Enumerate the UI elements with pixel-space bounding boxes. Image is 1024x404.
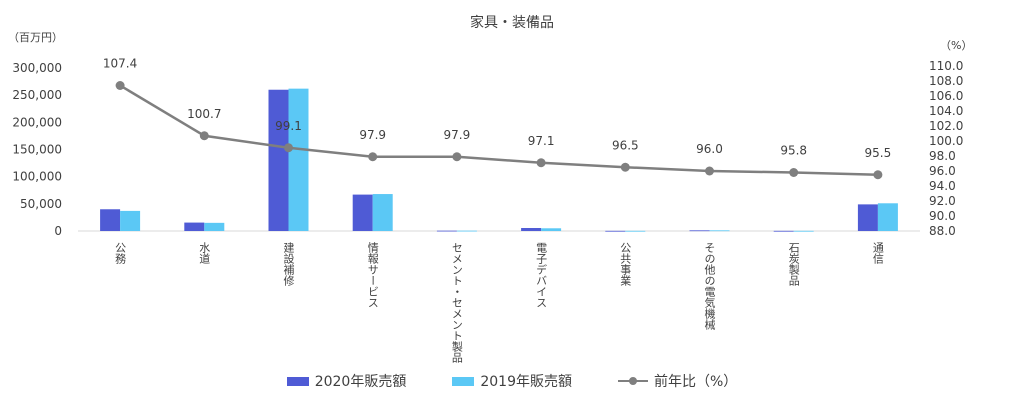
left-tick-label: 250,000 bbox=[12, 88, 62, 102]
bar-2019 bbox=[288, 88, 309, 231]
chart-title: 家具・装備品 bbox=[470, 14, 554, 31]
ratio-line bbox=[119, 84, 878, 176]
bar-2019 bbox=[456, 230, 477, 232]
bar-2020 bbox=[857, 204, 878, 231]
left-tick-label: 150,000 bbox=[12, 143, 62, 157]
ratio-point bbox=[452, 152, 462, 162]
ratio-data-label: 100.7 bbox=[187, 107, 221, 121]
legend-swatch-2019 bbox=[452, 376, 475, 386]
left-tick-label: 0 bbox=[54, 224, 62, 238]
ratio-point bbox=[705, 166, 714, 176]
left-tick-label: 50,000 bbox=[20, 197, 62, 211]
bar-2020 bbox=[521, 228, 542, 231]
ratio-point bbox=[368, 152, 378, 162]
legend-label-2019: 2019年販売額 bbox=[480, 374, 572, 390]
ratio-data-label: 97.9 bbox=[359, 128, 386, 142]
left-tick-label: 100,000 bbox=[12, 170, 62, 184]
category-label: 公務 bbox=[114, 242, 127, 265]
right-axis-unit: （%） bbox=[940, 39, 972, 52]
ratio-point bbox=[115, 81, 125, 90]
ratio-point bbox=[199, 131, 209, 141]
legend-label-ratio: 前年比（%） bbox=[653, 374, 738, 390]
right-tick-label: 108.0 bbox=[929, 74, 963, 88]
legend-item-2019: 2019年販売額 bbox=[452, 371, 572, 391]
right-tick-label: 88.0 bbox=[929, 224, 956, 238]
ratio-data-label: 96.5 bbox=[612, 138, 639, 152]
bar-2020 bbox=[605, 230, 626, 232]
legend: 2020年販売額 2019年販売額 前年比（%） bbox=[0, 371, 1024, 391]
ratio-point bbox=[873, 170, 883, 180]
ratio-data-label: 99.1 bbox=[275, 119, 302, 133]
legend-item-2020: 2020年販売額 bbox=[286, 371, 407, 391]
ratio-point bbox=[789, 168, 799, 177]
bar-2019 bbox=[625, 230, 646, 232]
bar-2019 bbox=[204, 222, 225, 231]
bar-2020 bbox=[100, 209, 121, 231]
right-tick-label: 110.0 bbox=[929, 59, 963, 73]
ratio-data-label: 97.9 bbox=[444, 128, 471, 142]
bar-2020 bbox=[352, 194, 373, 231]
right-tick-label: 104.0 bbox=[929, 104, 963, 118]
right-tick-label: 98.0 bbox=[929, 149, 956, 163]
legend-label-2020: 2020年販売額 bbox=[314, 374, 407, 390]
legend-item-ratio: 前年比（%） bbox=[617, 371, 738, 391]
bar-2019 bbox=[120, 210, 141, 231]
ratio-point bbox=[284, 143, 293, 153]
bar-2019 bbox=[877, 203, 898, 231]
category-label: 公共事業 bbox=[619, 242, 632, 286]
right-tick-label: 90.0 bbox=[929, 209, 956, 223]
category-label: 水道 bbox=[198, 242, 211, 264]
bar-2020 bbox=[773, 230, 794, 232]
ratio-data-label: 97.1 bbox=[528, 134, 555, 148]
category-label: セメント・セメント製品 bbox=[450, 242, 463, 363]
category-label: 情報サービス bbox=[366, 242, 379, 308]
ratio-data-label: 96.0 bbox=[696, 142, 723, 156]
ratio-data-label: 95.5 bbox=[865, 146, 892, 160]
category-label: 電子デバイス bbox=[535, 242, 548, 308]
ratio-point bbox=[536, 158, 546, 168]
bar-2020 bbox=[268, 89, 289, 231]
bar-2020 bbox=[436, 230, 457, 232]
bar-2020 bbox=[184, 222, 205, 231]
bar-2019 bbox=[541, 228, 562, 231]
bar-2020 bbox=[689, 230, 710, 232]
ratio-data-label: 95.8 bbox=[780, 144, 807, 158]
bar-2019 bbox=[793, 230, 814, 232]
category-label: 通信 bbox=[871, 242, 884, 265]
right-tick-label: 106.0 bbox=[929, 89, 963, 103]
legend-swatch-ratio bbox=[617, 376, 648, 386]
legend-swatch-2020 bbox=[286, 376, 309, 386]
left-tick-label: 300,000 bbox=[12, 61, 62, 75]
bar-2019 bbox=[709, 230, 730, 232]
chart: 家具・装備品 （百万円） （%） 0 50,000 100,000 150,000 20… bbox=[8, 14, 972, 363]
ratio-point bbox=[620, 162, 630, 172]
right-tick-label: 96.0 bbox=[929, 164, 956, 178]
left-tick-label: 200,000 bbox=[12, 115, 62, 129]
right-tick-label: 92.0 bbox=[929, 194, 956, 208]
category-label: 建設補修 bbox=[282, 241, 295, 287]
right-tick-label: 102.0 bbox=[929, 119, 963, 133]
ratio-data-label: 107.4 bbox=[103, 57, 137, 71]
left-axis-unit: （百万円） bbox=[8, 31, 63, 44]
right-tick-label: 94.0 bbox=[929, 179, 956, 193]
category-label: その他の電気機械 bbox=[703, 242, 716, 331]
bar-2019 bbox=[372, 194, 393, 231]
category-label: 石炭製品 bbox=[787, 242, 800, 286]
right-tick-label: 100.0 bbox=[929, 134, 963, 148]
